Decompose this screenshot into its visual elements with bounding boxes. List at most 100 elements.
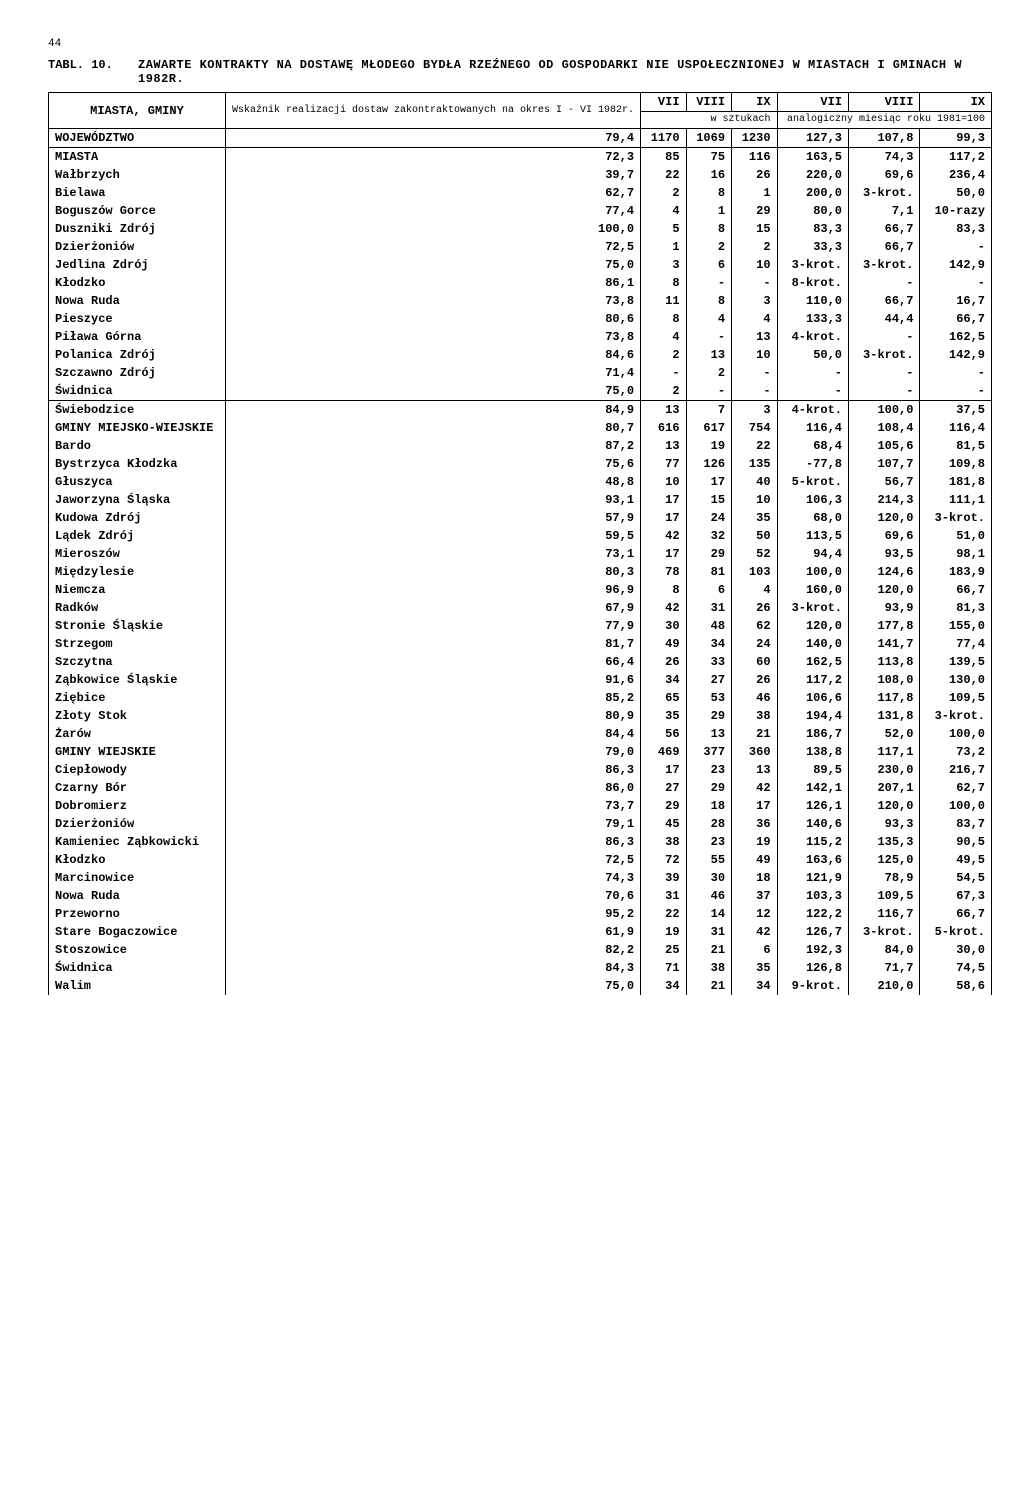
row-name: Kamieniec Ząbkowicki xyxy=(49,833,226,851)
cell-value: 120,0 xyxy=(849,581,920,599)
cell-value: 117,2 xyxy=(777,671,848,689)
cell-value: 3-krot. xyxy=(920,509,992,527)
cell-value: 93,9 xyxy=(849,599,920,617)
cell-value: 79,1 xyxy=(225,815,640,833)
cell-value: 55 xyxy=(686,851,732,869)
table-row: Świdnica75,02----- xyxy=(49,382,992,401)
cell-value: 81,7 xyxy=(225,635,640,653)
table-row: Bielawa62,7281200,03-krot.50,0 xyxy=(49,184,992,202)
cell-value: 96,9 xyxy=(225,581,640,599)
cell-value: 94,4 xyxy=(777,545,848,563)
cell-value: 116,7 xyxy=(849,905,920,923)
cell-value: 127,3 xyxy=(777,129,848,148)
cell-value: 17 xyxy=(641,509,687,527)
cell-value: 29 xyxy=(686,707,732,725)
row-name: Mieroszów xyxy=(49,545,226,563)
cell-value: 142,9 xyxy=(920,346,992,364)
row-name: Świdnica xyxy=(49,382,226,401)
cell-value: 83,3 xyxy=(920,220,992,238)
cell-value: 100,0 xyxy=(920,725,992,743)
cell-value: 135 xyxy=(732,455,778,473)
cell-value: 109,5 xyxy=(920,689,992,707)
cell-value: 38 xyxy=(686,959,732,977)
cell-value: 4 xyxy=(686,310,732,328)
cell-value: 116,4 xyxy=(777,419,848,437)
cell-value: 21 xyxy=(686,977,732,995)
cell-value: 4 xyxy=(732,581,778,599)
table-row: Wałbrzych39,7221626220,069,6236,4 xyxy=(49,166,992,184)
cell-value: 46 xyxy=(732,689,778,707)
cell-value: 2 xyxy=(641,184,687,202)
cell-value: 24 xyxy=(732,635,778,653)
cell-value: 8 xyxy=(641,310,687,328)
cell-value: 77,4 xyxy=(225,202,640,220)
cell-value: - xyxy=(777,382,848,401)
cell-value: 80,6 xyxy=(225,310,640,328)
cell-value: 13 xyxy=(641,401,687,420)
cell-value: 103 xyxy=(732,563,778,581)
cell-value: 91,6 xyxy=(225,671,640,689)
cell-value: 8 xyxy=(641,274,687,292)
cell-value: 35 xyxy=(641,707,687,725)
table-row: Kudowa Zdrój57,917243568,0120,03-krot. xyxy=(49,509,992,527)
cell-value: 23 xyxy=(686,833,732,851)
cell-value: 73,8 xyxy=(225,328,640,346)
row-name: Ząbkowice Śląskie xyxy=(49,671,226,689)
cell-value: 29 xyxy=(686,545,732,563)
cell-value: 29 xyxy=(732,202,778,220)
cell-value: 469 xyxy=(641,743,687,761)
cell-value: 192,3 xyxy=(777,941,848,959)
cell-value: 8 xyxy=(686,292,732,310)
cell-value: 8 xyxy=(686,184,732,202)
cell-value: 1 xyxy=(641,238,687,256)
cell-value: 49,5 xyxy=(920,851,992,869)
cell-value: 98,1 xyxy=(920,545,992,563)
cell-value: 13 xyxy=(686,725,732,743)
table-row: Polanica Zdrój84,62131050,03-krot.142,9 xyxy=(49,346,992,364)
cell-value: 86,1 xyxy=(225,274,640,292)
cell-value: 117,2 xyxy=(920,148,992,167)
table-row: Walim75,03421349-krot.210,058,6 xyxy=(49,977,992,995)
cell-value: 38 xyxy=(732,707,778,725)
cell-value: 3-krot. xyxy=(777,256,848,274)
cell-value: 48,8 xyxy=(225,473,640,491)
cell-value: 107,8 xyxy=(849,129,920,148)
cell-value: 86,0 xyxy=(225,779,640,797)
cell-value: 120,0 xyxy=(777,617,848,635)
cell-value: - xyxy=(777,364,848,382)
table-row: Dzierżoniów79,1452836140,693,383,7 xyxy=(49,815,992,833)
cell-value: 117,1 xyxy=(849,743,920,761)
cell-value: 27 xyxy=(686,671,732,689)
cell-value: 113,8 xyxy=(849,653,920,671)
cell-value: 162,5 xyxy=(920,328,992,346)
cell-value: 49 xyxy=(732,851,778,869)
cell-value: 84,9 xyxy=(225,401,640,420)
cell-value: 100,0 xyxy=(920,797,992,815)
table-row: Radków67,94231263-krot.93,981,3 xyxy=(49,599,992,617)
cell-value: 72 xyxy=(641,851,687,869)
cell-value: 2 xyxy=(732,238,778,256)
cell-value: 142,9 xyxy=(920,256,992,274)
table-row: Złoty Stok80,9352938194,4131,83-krot. xyxy=(49,707,992,725)
row-name: Głuszyca xyxy=(49,473,226,491)
cell-value: 142,1 xyxy=(777,779,848,797)
cell-value: 1230 xyxy=(732,129,778,148)
cell-value: 2 xyxy=(686,238,732,256)
cell-value: 73,8 xyxy=(225,292,640,310)
row-name: Polanica Zdrój xyxy=(49,346,226,364)
cell-value: 8 xyxy=(641,581,687,599)
cell-value: 52,0 xyxy=(849,725,920,743)
cell-value: 107,7 xyxy=(849,455,920,473)
col-name-header: MIASTA, GMINY xyxy=(49,93,226,129)
cell-value: 30,0 xyxy=(920,941,992,959)
row-name: Złoty Stok xyxy=(49,707,226,725)
cell-value: 26 xyxy=(732,671,778,689)
row-name: MIASTA xyxy=(49,148,226,167)
cell-value: 30 xyxy=(686,869,732,887)
table-label: TABL. 10. xyxy=(48,58,138,86)
row-name: Niemcza xyxy=(49,581,226,599)
cell-value: 50 xyxy=(732,527,778,545)
cell-value: 42 xyxy=(641,599,687,617)
cell-value: 60 xyxy=(732,653,778,671)
cell-value: - xyxy=(849,274,920,292)
